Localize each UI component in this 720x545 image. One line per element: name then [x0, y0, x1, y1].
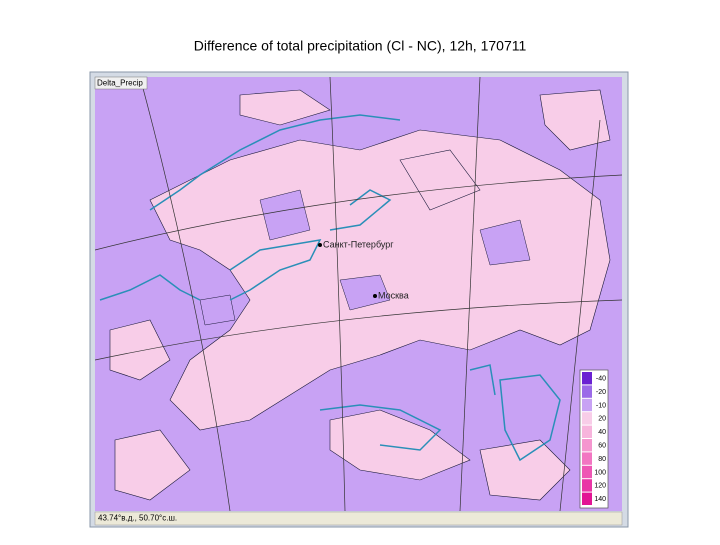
- legend-label: 100: [594, 469, 606, 476]
- city-marker: [373, 294, 377, 298]
- legend-label: -10: [596, 402, 606, 409]
- city-label: Москва: [378, 290, 409, 300]
- status-text: 43.74°в.д., 50.70°с.ш.: [98, 514, 177, 523]
- coastlines: [99, 114, 561, 462]
- status-bar: [94, 511, 623, 526]
- legend-label: 60: [598, 443, 606, 450]
- legend-swatch: [582, 452, 592, 465]
- city-markers: [318, 243, 377, 298]
- legend-label: -40: [596, 376, 606, 383]
- legend-label: 120: [594, 483, 606, 490]
- map: Санкт-Петербург Москва Delta_Precip -40-…: [94, 76, 623, 512]
- legend-swatch: [582, 425, 592, 438]
- legend-swatch: [582, 479, 592, 492]
- legend-swatch: [582, 492, 592, 505]
- legend-swatch: [582, 439, 592, 452]
- window-tab: [94, 76, 148, 90]
- legend-swatch: [582, 412, 592, 425]
- legend-swatch: [582, 385, 592, 398]
- legend-label: 80: [598, 456, 606, 463]
- city-label: Санкт-Петербург: [323, 239, 394, 249]
- legend-swatch: [582, 372, 592, 385]
- legend-swatch: [582, 398, 592, 412]
- legend: -40 -20 -10 20 40 60 80 100 120 140: [582, 372, 606, 505]
- legend-swatch: [582, 465, 592, 479]
- legend-label: 140: [594, 496, 606, 503]
- legend-label: -20: [596, 389, 606, 396]
- legend-label: 20: [598, 416, 606, 423]
- purple-patches: [199, 189, 531, 326]
- legend-label: 40: [598, 429, 606, 436]
- window-label: Delta_Precip: [97, 79, 143, 88]
- title: Difference of total precipitation (Cl - …: [194, 38, 527, 54]
- city-marker: [318, 243, 322, 247]
- graticule: [94, 76, 623, 512]
